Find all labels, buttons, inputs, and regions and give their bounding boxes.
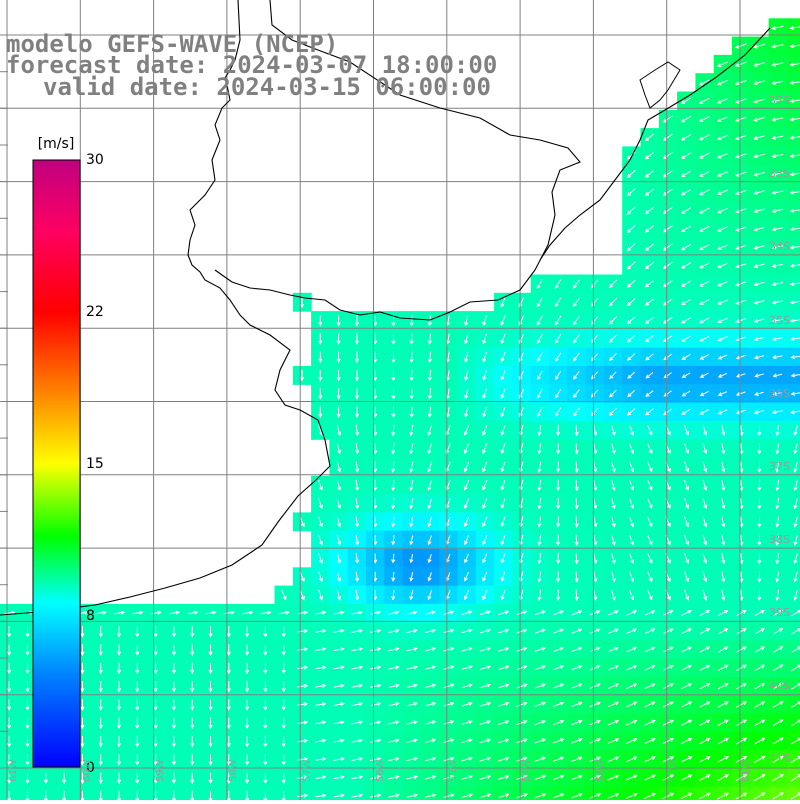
colorbar-tick-15: 15 — [86, 456, 104, 472]
lat-label: 37S — [769, 460, 790, 473]
ocean-cell — [787, 494, 800, 513]
lon-label: 61W — [8, 759, 19, 782]
lon-label: 59W — [155, 759, 166, 782]
ocean-cell — [787, 714, 800, 733]
ocean-cell — [494, 787, 513, 800]
ocean-cell — [567, 787, 586, 800]
ocean-cell — [659, 787, 678, 800]
ocean-cell — [787, 512, 800, 531]
lat-label: 33S — [769, 167, 790, 180]
ocean-cell — [787, 476, 800, 495]
ocean-cell — [403, 787, 422, 800]
ocean-cell — [311, 787, 330, 800]
colorbar-tick-8: 8 — [86, 608, 95, 624]
ocean-cell — [604, 787, 623, 800]
ocean-cell — [695, 787, 714, 800]
ocean-cell — [787, 659, 800, 678]
lat-label: 35S — [769, 314, 790, 327]
ocean-cell — [750, 787, 769, 800]
ocean-cell — [384, 787, 403, 800]
colorbar-gradient — [33, 160, 80, 767]
lon-label: 60W — [82, 759, 93, 782]
ocean-cell — [769, 787, 788, 800]
ocean-cell — [787, 439, 800, 458]
ocean-cell — [787, 586, 800, 605]
lat-label: 36S — [769, 387, 790, 400]
colorbar-unit: [m/s] — [38, 136, 75, 152]
ocean-cell — [787, 641, 800, 660]
lat-label: 39S — [769, 606, 790, 619]
ocean-cell — [476, 787, 495, 800]
ocean-cell — [787, 421, 800, 440]
lon-label: 51W — [741, 759, 752, 782]
lat-label: 32S — [769, 94, 790, 107]
lon-label: 56W — [375, 759, 386, 782]
ocean-cell — [421, 787, 440, 800]
lon-label: 53W — [595, 759, 606, 782]
lat-label: 40S — [769, 679, 790, 692]
ocean-cell — [293, 787, 312, 800]
ocean-cell — [329, 787, 348, 800]
title-valid-date: valid date: 2024-03-15 06:00:00 — [43, 73, 491, 101]
ocean-cell — [787, 567, 800, 586]
lat-label: 38S — [769, 533, 790, 546]
ocean-cell — [622, 787, 641, 800]
ocean-cell — [531, 787, 550, 800]
colorbar-tick-30: 30 — [86, 152, 104, 168]
ocean-cell — [458, 787, 477, 800]
ocean-cell — [787, 769, 800, 788]
lat-label: 34S — [769, 240, 790, 253]
ocean-cell — [366, 787, 385, 800]
colorbar-tick-22: 22 — [86, 304, 104, 320]
ocean-cell — [586, 787, 605, 800]
ocean-cell — [439, 787, 458, 800]
lon-label: 52W — [668, 759, 679, 782]
ocean-cell — [787, 622, 800, 641]
ocean-cell — [714, 787, 733, 800]
lon-label: 57W — [302, 759, 313, 782]
ocean-cell — [787, 549, 800, 568]
ocean-cell — [787, 695, 800, 714]
ocean-cell — [549, 787, 568, 800]
ocean-cell — [677, 787, 696, 800]
ocean-cell — [732, 787, 751, 800]
lon-label: 54W — [521, 759, 532, 782]
ocean-cell — [512, 787, 531, 800]
ocean-cell — [641, 787, 660, 800]
lon-label: 58W — [228, 759, 239, 782]
ocean-cell — [348, 787, 367, 800]
lon-label: 55W — [448, 759, 459, 782]
ocean-cell — [787, 732, 800, 751]
lat-label: 41S — [769, 752, 790, 765]
